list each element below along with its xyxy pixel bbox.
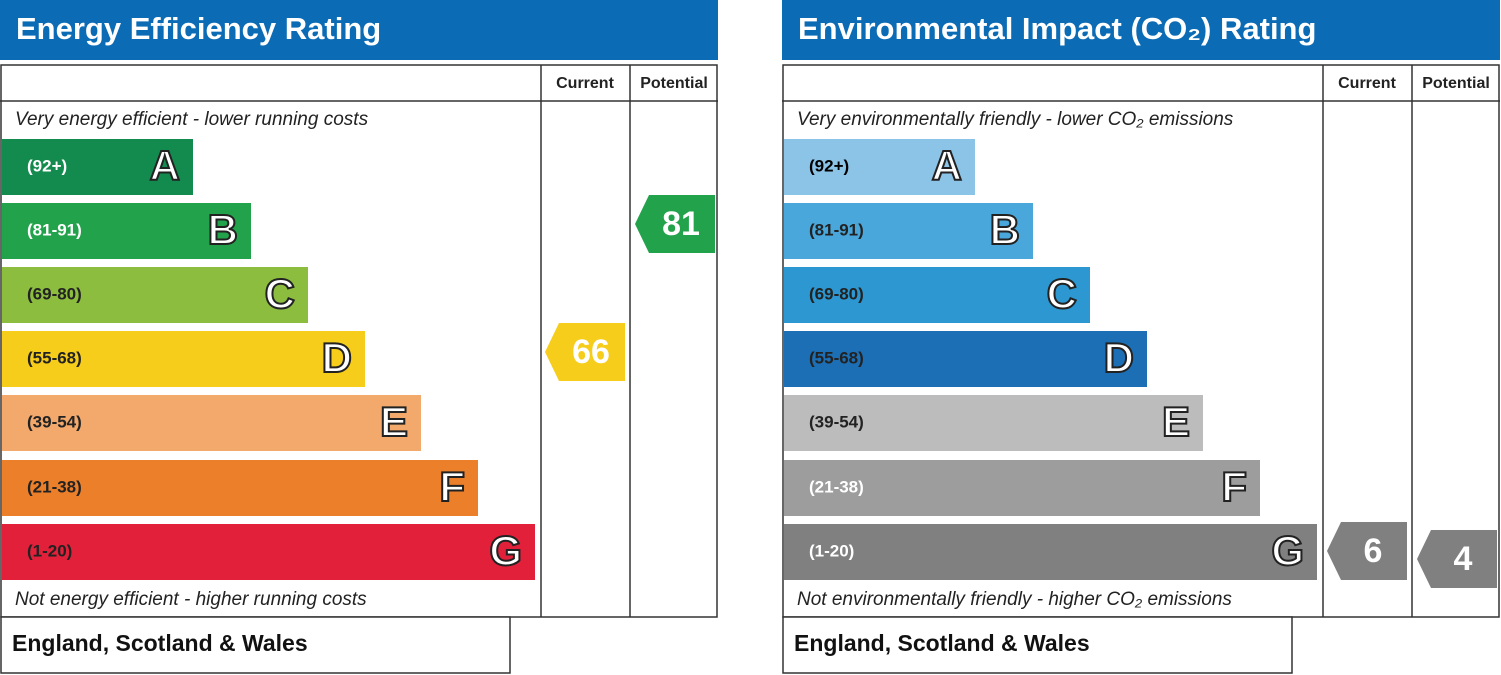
column-header: Current: [1338, 75, 1396, 92]
footer-box: [782, 616, 1293, 674]
band-letter: A: [150, 142, 180, 189]
band-letter: D: [1104, 334, 1134, 381]
rating-arrow: [1327, 522, 1407, 580]
rating-band: [2, 395, 421, 451]
band-range: (92+): [809, 156, 849, 175]
band-letter: C: [1047, 270, 1077, 317]
band-range: (39-54): [809, 412, 864, 431]
title-bar: [782, 0, 1500, 60]
footer-box: [0, 616, 511, 674]
footer: England, Scotland & Wales: [12, 630, 308, 656]
band-range: (21-38): [809, 477, 864, 496]
rating-value: 66: [572, 333, 610, 371]
band-range: (92+): [27, 156, 67, 175]
band-letter: G: [489, 527, 522, 574]
band-letter: A: [932, 142, 962, 189]
rating-band: [2, 139, 193, 195]
band-range: (21-38): [27, 477, 82, 496]
band-letter: F: [1221, 463, 1247, 510]
rating-band: [784, 203, 1033, 259]
rating-band: [784, 460, 1260, 516]
rating-value: 81: [662, 205, 700, 243]
band-range: (81-91): [27, 220, 82, 239]
band-range: (55-68): [809, 348, 864, 367]
column-header: Potential: [640, 75, 708, 92]
rating-band: [2, 331, 365, 387]
band-letter: C: [265, 270, 295, 317]
band-letter: B: [208, 206, 238, 253]
rating-value: 6: [1364, 532, 1383, 570]
rating-arrow: [545, 323, 625, 381]
panel-title: Energy Efficiency Rating: [16, 11, 381, 46]
bottom-note: Not environmentally friendly - higher CO…: [797, 589, 1232, 610]
band-letter: F: [439, 463, 465, 510]
rating-arrow: [1417, 530, 1497, 588]
band-range: (1-20): [27, 541, 72, 560]
rating-band: [784, 331, 1147, 387]
footer: England, Scotland & Wales: [794, 630, 1090, 656]
column-header: Current: [556, 75, 614, 92]
rating-band: [784, 395, 1203, 451]
top-note: Very energy efficient - lower running co…: [15, 109, 369, 130]
band-letter: G: [1271, 527, 1304, 574]
rating-arrow: [635, 195, 715, 253]
rating-band: [2, 203, 251, 259]
rating-band: [2, 460, 478, 516]
band-range: (55-68): [27, 348, 82, 367]
rating-band: [784, 267, 1090, 323]
panel-title: Environmental Impact (CO₂) Rating: [798, 11, 1316, 46]
band-letter: D: [322, 334, 352, 381]
band-letter: E: [1162, 398, 1190, 445]
top-note: Very environmentally friendly - lower CO…: [797, 109, 1234, 130]
rating-band: [784, 139, 975, 195]
band-range: (81-91): [809, 220, 864, 239]
rating-band: [784, 524, 1317, 580]
column-header: Potential: [1422, 75, 1490, 92]
rating-value: 4: [1454, 540, 1473, 578]
band-letter: E: [380, 398, 408, 445]
title-bar: [0, 0, 718, 60]
rating-band: [2, 267, 308, 323]
band-range: (69-80): [809, 284, 864, 303]
band-range: (39-54): [27, 412, 82, 431]
band-range: (69-80): [27, 284, 82, 303]
rating-band: [2, 524, 535, 580]
bottom-note: Not energy efficient - higher running co…: [15, 589, 367, 610]
band-letter: B: [990, 206, 1020, 253]
band-range: (1-20): [809, 541, 854, 560]
